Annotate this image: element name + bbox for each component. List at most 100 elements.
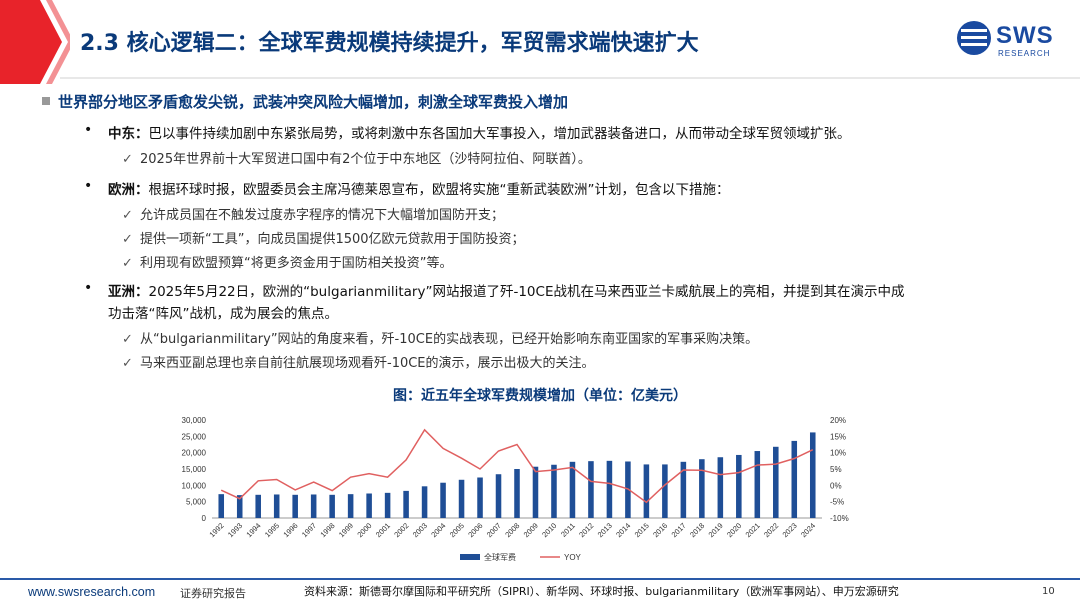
slide-header: 2.3 核心逻辑二：全球军费规模持续提升，军贸需求端快速扩大 SWS RESEA… xyxy=(0,0,1080,84)
header-underline xyxy=(60,77,1080,79)
check-icon: ✓ xyxy=(122,232,133,247)
y-right-tick-label: 5% xyxy=(830,465,842,474)
bar-military-spending xyxy=(551,464,557,518)
bar-military-spending xyxy=(754,451,761,518)
y-left-tick-label: 5,000 xyxy=(186,498,207,507)
x-tick-label: 2023 xyxy=(781,521,799,539)
bar-military-spending xyxy=(347,494,354,518)
x-tick-label: 2015 xyxy=(633,521,651,539)
logo-subtext: RESEARCH xyxy=(998,49,1051,58)
x-tick-label: 1992 xyxy=(207,521,225,539)
logo-text: SWS xyxy=(996,22,1054,49)
bar-military-spending xyxy=(588,461,594,518)
bar-military-spending xyxy=(310,494,317,518)
military-spending-chart: 0 5,000 10,000 15,000 20,000 25,000 30,000 -10%… xyxy=(182,416,849,562)
x-tick-label: 1999 xyxy=(337,521,355,539)
main-bullet: 世界部分地区矛盾愈发尖锐，武装冲突风险大幅增加，刺激全球军费投入增加 xyxy=(42,91,568,112)
footer-url[interactable]: www.swsresearch.com xyxy=(28,585,156,599)
y-left-tick-label: 25,000 xyxy=(182,432,207,441)
bar-military-spending xyxy=(717,457,724,518)
x-tick-label: 2011 xyxy=(559,521,577,539)
x-tick-label: 2005 xyxy=(448,521,466,539)
sub-item: ✓ 马来西亚副总理也亲自前往航展现场观看歼-10CE的演示，展示出极大的关注。 xyxy=(122,356,595,371)
bar-military-spending xyxy=(532,466,539,518)
sub-item: ✓ 利用现有欧盟预算“将更多资金用于国防相关投资”等。 xyxy=(122,256,453,271)
bar-military-spending xyxy=(292,494,298,518)
section-text: 根据环球时报，欧盟委员会主席冯德莱恩宣布，欧盟将实施“重新武装欧洲”计划，包含以… xyxy=(148,182,730,198)
main-bullet-text: 世界部分地区矛盾愈发尖锐，武装冲突风险大幅增加，刺激全球军费投入增加 xyxy=(58,93,569,111)
x-tick-label: 2010 xyxy=(540,521,558,539)
x-tick-label: 2004 xyxy=(429,521,447,539)
x-tick-label: 2009 xyxy=(522,521,540,539)
check-icon: ✓ xyxy=(122,356,133,371)
x-tick-label: 2000 xyxy=(355,521,373,539)
slide-title: 2.3 核心逻辑二：全球军费规模持续提升，军贸需求端快速扩大 xyxy=(80,31,699,56)
bullet-icon: • xyxy=(84,178,93,194)
y-right-tick-label: 0% xyxy=(830,481,842,490)
x-tick-label: 2002 xyxy=(392,521,410,539)
x-tick-label: 1997 xyxy=(300,521,318,539)
check-icon: ✓ xyxy=(122,332,133,347)
bar-military-spending xyxy=(329,494,335,518)
y-right-tick-label: -5% xyxy=(830,498,844,507)
bar-military-spending xyxy=(440,482,446,518)
region-label: 中东： xyxy=(108,126,149,142)
bar-military-spending xyxy=(809,432,816,518)
header-red-shape xyxy=(0,0,70,84)
chart-title: 图：近五年全球军费规模增加（单位：亿美元） xyxy=(393,388,687,404)
x-tick-label: 2003 xyxy=(411,521,429,539)
y-left-tick-label: 0 xyxy=(202,514,207,523)
check-icon: ✓ xyxy=(122,152,133,167)
x-tick-label: 2013 xyxy=(596,521,614,539)
bar-military-spending xyxy=(791,440,798,518)
y-left-tick-label: 15,000 xyxy=(182,465,207,474)
check-icon: ✓ xyxy=(122,256,133,271)
x-tick-label: 2021 xyxy=(744,521,762,539)
x-tick-label: 1995 xyxy=(263,521,281,539)
x-tick-label: 2014 xyxy=(614,521,632,539)
sub-item: ✓ 提供一项新“工具”，向成员国提供1500亿欧元贷款用于国防投资； xyxy=(122,232,525,247)
y-right-tick-label: -10% xyxy=(830,514,849,523)
sub-item: ✓ 从“bulgarianmilitary”网站的角度来看，歼-10CE的实战表现… xyxy=(122,332,759,347)
bar-military-spending xyxy=(218,494,225,518)
y-left-tick-label: 20,000 xyxy=(182,449,207,458)
x-tick-label: 1993 xyxy=(226,521,244,539)
bar-military-spending xyxy=(495,474,502,518)
x-tick-label: 2019 xyxy=(707,521,725,539)
footer-report-label: 证券研究报告 xyxy=(180,587,246,600)
y-left-tick-label: 30,000 xyxy=(182,416,207,425)
bar-military-spending xyxy=(255,494,261,518)
section-text-cont: 功击落“阵风”战机，成为展会的焦点。 xyxy=(108,306,338,322)
section-text: 巴以事件持续加剧中东紧张局势，或将刺激中东各国加大军事投入，增加武器装备进口，从… xyxy=(148,126,851,142)
x-tick-label: 1994 xyxy=(244,521,262,539)
bar-military-spending xyxy=(569,461,576,518)
bar-military-spending xyxy=(606,460,613,518)
bar-military-spending xyxy=(458,479,465,518)
sws-logo: SWS RESEARCH xyxy=(956,20,1066,64)
y-right-tick-label: 10% xyxy=(830,449,846,458)
check-icon: ✓ xyxy=(122,208,133,223)
y-left-tick-label: 10,000 xyxy=(182,481,207,490)
x-tick-label: 2016 xyxy=(651,521,669,539)
sws-logo-icon xyxy=(957,21,991,55)
bullet-icon: • xyxy=(84,122,93,138)
bar-military-spending xyxy=(477,477,483,518)
page-number: 10 xyxy=(1042,586,1055,597)
bar-military-spending xyxy=(236,495,243,518)
section-text: 2025年5月22日，欧洲的“bulgarianmilitary”网站报道了歼-… xyxy=(148,284,905,300)
footer-divider xyxy=(0,578,1080,580)
region-label: 亚洲： xyxy=(108,284,149,300)
x-tick-label: 2001 xyxy=(374,521,392,539)
x-tick-label: 2008 xyxy=(503,521,521,539)
x-tick-label: 2007 xyxy=(485,521,503,539)
y-right-tick-label: 15% xyxy=(830,432,846,441)
bar-military-spending xyxy=(680,461,687,518)
line-yoy xyxy=(220,428,814,504)
y-right-tick-label: 20% xyxy=(830,416,846,425)
x-tick-label: 2022 xyxy=(762,521,780,539)
x-tick-label: 2017 xyxy=(670,521,688,539)
bullet-icon: • xyxy=(84,280,93,296)
bar-military-spending xyxy=(699,459,705,518)
x-tick-label: 2020 xyxy=(725,521,743,539)
footer-source: 资料来源：斯德哥尔摩国际和平研究所（SIPRI）、新华网、环球时报、bulgar… xyxy=(304,585,899,598)
